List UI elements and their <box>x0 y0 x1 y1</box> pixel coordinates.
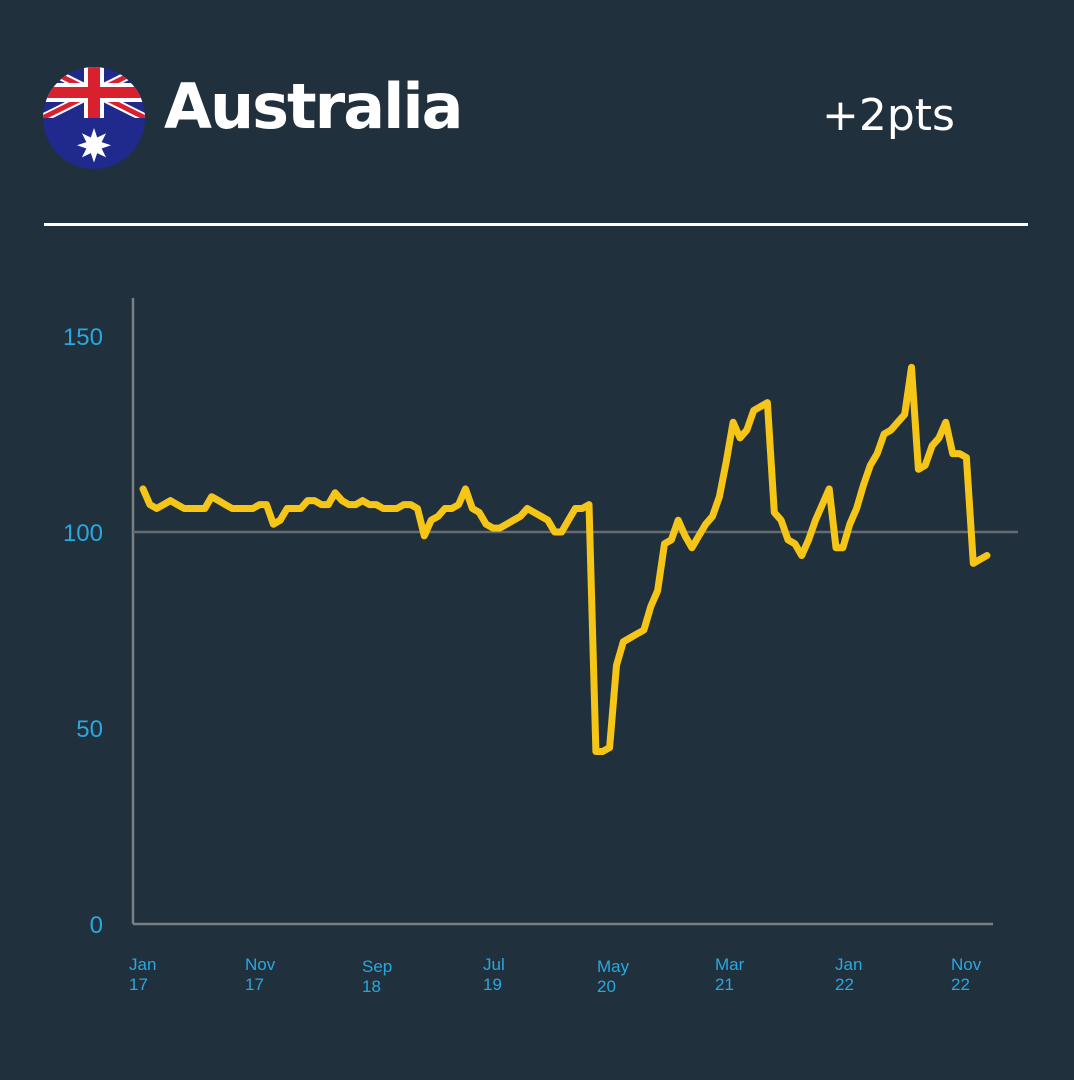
x-tick-year: 18 <box>362 977 381 996</box>
x-tick-month: Mar <box>715 955 745 974</box>
x-tick-month: Nov <box>245 955 276 974</box>
header: Australia +2pts <box>0 0 1074 230</box>
country-title: Australia <box>164 70 463 143</box>
star-icon <box>77 128 111 163</box>
x-tick-month: Jan <box>835 955 862 974</box>
x-tick-year: 21 <box>715 975 734 994</box>
x-tick-year: 17 <box>129 975 148 994</box>
y-tick-label: 150 <box>63 324 103 351</box>
x-tick-month: May <box>597 957 630 976</box>
x-tick-year: 22 <box>835 975 854 994</box>
x-tick-year: 17 <box>245 975 264 994</box>
x-tick-month: Nov <box>951 955 982 974</box>
x-tick-month: Jul <box>483 955 505 974</box>
x-tick-year: 19 <box>483 975 502 994</box>
y-tick-label: 0 <box>90 912 103 939</box>
header-divider <box>44 223 1028 226</box>
y-axis: 0 50 100 150 <box>63 298 135 939</box>
x-tick-year: 22 <box>951 975 970 994</box>
series-line <box>139 363 991 755</box>
y-tick-label: 100 <box>63 520 103 547</box>
change-value: +2pts <box>822 90 955 141</box>
x-tick-month: Sep <box>362 957 392 976</box>
series-group <box>139 363 991 755</box>
y-tick-label: 50 <box>76 716 103 743</box>
x-tick-month: Jan <box>129 955 156 974</box>
x-tick-year: 20 <box>597 977 616 996</box>
